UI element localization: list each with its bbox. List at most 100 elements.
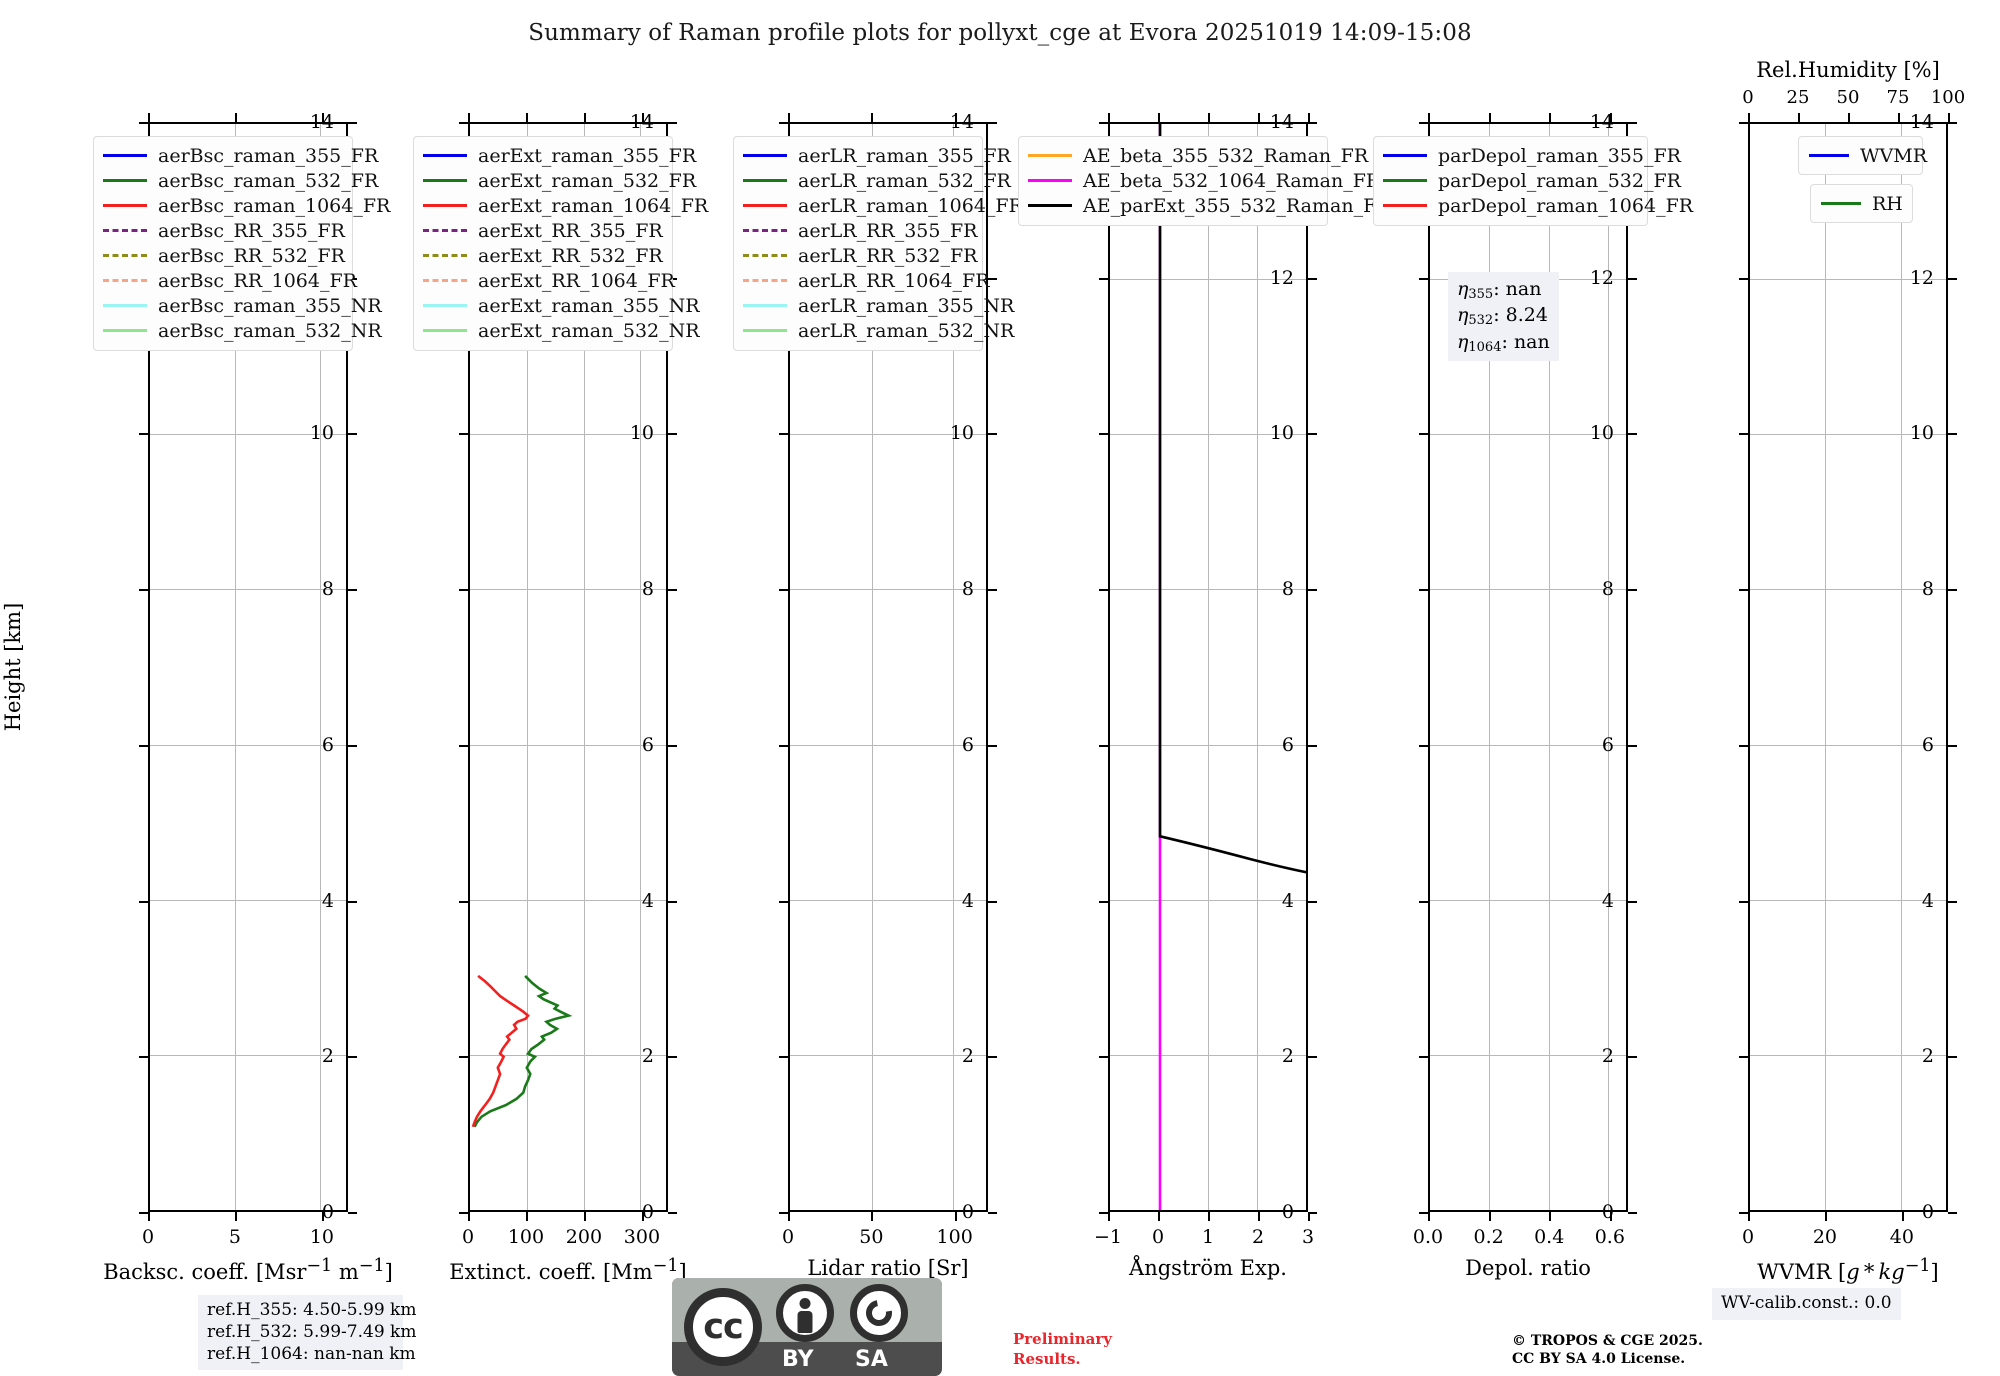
panel-extinction: 0 2 4 6 8 10 12 14 0 100 200 300 Extinct… [413,111,708,1284]
eta-value: nan [1505,278,1542,300]
legend-swatch-line [1821,202,1861,205]
ytick-2: 2 [1281,1045,1294,1068]
legend-swatch-line [103,229,147,232]
ytick-0: 0 [321,1201,334,1223]
legend-swatch-line [423,179,467,182]
legend-label: aerLR_raman_355_FR [798,144,1011,167]
eta-subscript: 355 [1468,286,1494,302]
legend-extinction[interactable]: aerExt_raman_355_FR aerExt_raman_532_FR … [413,136,708,351]
ytick-6: 6 [961,733,974,756]
legend-item: aerBsc_RR_355_FR [103,218,345,243]
legend-label: aerExt_raman_355_FR [478,144,697,167]
angstrom-curves [1158,124,1306,1210]
copyright-line-2: CC BY SA 4.0 License. [1512,1351,1686,1368]
legend-swatch-line [103,279,147,282]
legend-label: aerBsc_raman_355_FR [158,144,379,167]
panel-depolarization: 0 2 4 6 8 10 12 14 0.0 0.2 0.4 0.6 Depol… [1373,111,1693,1280]
eta-subscript: 1064 [1468,339,1502,355]
ytick-10: 10 [1589,422,1614,445]
ytick-10: 10 [1269,422,1294,445]
legend-rh[interactable]: RH [1810,184,1913,223]
legend-item: aerBsc_raman_1064_FR [103,193,390,218]
ytick-12: 12 [1269,266,1294,289]
ytick-6: 6 [1921,733,1934,756]
ytick-14: 14 [629,111,654,133]
legend-label: AE_parExt_355_532_Raman_FR [1083,194,1391,217]
legend-label: aerExt_raman_1064_FR [478,194,709,217]
legend-item: parDepol_raman_355_FR [1383,143,1681,168]
xtick-wv-40: 40 [1889,1226,1914,1248]
legend-backscatter[interactable]: aerBsc_raman_355_FR aerBsc_raman_532_FR … [93,136,390,351]
legend-item: AE_beta_532_1064_Raman_FR [1028,168,1380,193]
legend-label: aerBsc_RR_355_FR [158,219,345,242]
ytick-12: 12 [1589,266,1614,289]
legend-label: WVMR [1860,144,1928,167]
legend-item: aerBsc_raman_355_NR [103,293,382,318]
xtick-rh-0: 0 [1742,87,1754,108]
ytick-14: 14 [309,111,334,133]
eta-value: nan [1513,330,1550,353]
legend-item: aerExt_RR_532_FR [423,243,663,268]
legend-swatch-line [103,304,147,307]
xtick-ext-100: 100 [507,1226,545,1248]
xtick-ext-0: 0 [461,1226,475,1248]
xtick-wv-0: 0 [1741,1226,1755,1248]
legend-item: aerLR_raman_532_NR [743,318,1014,343]
legend-item: aerExt_raman_532_FR [423,168,696,193]
x-axis-title-backscatter: Backsc. coeff. [Msr−1 m−1] [103,1256,393,1284]
legend-swatch-line [743,304,787,307]
legend-item: RH [1821,191,1903,216]
ytick-4: 4 [321,889,334,912]
legend-item: aerLR_raman_1064_FR [743,193,1023,218]
ytick-14: 14 [949,111,974,133]
legend-swatch-line [423,229,467,232]
ytick-6: 6 [1601,733,1614,756]
legend-depolarization[interactable]: parDepol_raman_355_FR parDepol_raman_532… [1373,136,1693,226]
legend-item: aerExt_RR_1064_FR [423,268,675,293]
legend-swatch-line [1809,154,1849,157]
legend-label: parDepol_raman_1064_FR [1438,194,1694,217]
legend-item: aerLR_raman_532_FR [743,168,1011,193]
legend-label: aerExt_RR_355_FR [478,219,663,242]
legend-label: aerLR_RR_355_FR [798,219,978,242]
ytick-4: 4 [1601,889,1614,912]
xtick-lr-0: 0 [781,1226,795,1248]
legend-item: aerLR_RR_1064_FR [743,268,990,293]
xtick-wv-20: 20 [1812,1226,1837,1248]
curve-aerExt-raman-1064-FR [471,974,530,1128]
legend-label: parDepol_raman_355_FR [1438,144,1681,167]
xtick-ae-2: 2 [1251,1226,1265,1248]
eta-symbol: η [1457,330,1469,353]
legend-angstrom[interactable]: AE_beta_355_532_Raman_FR AE_beta_532_106… [1018,136,1391,226]
legend-label: aerLR_raman_355_NR [798,294,1015,317]
legend-label: AE_beta_532_1064_Raman_FR [1083,169,1381,192]
legend-wvmr[interactable]: WVMR [1798,136,1927,175]
x-axis-title-wvmr: WVMR [g * kg−1] [1757,1256,1939,1284]
legend-item: aerLR_raman_355_NR [743,293,1014,318]
xtick-dp-04: 0.4 [1534,1226,1565,1248]
cc-license-badge[interactable]: cc BY SA [672,1278,942,1376]
ytick-10: 10 [949,422,974,445]
panel-angstrom: 0 2 4 6 8 10 12 14 −1 0 1 2 3 Ångström E… [1018,111,1391,1280]
ytick-8: 8 [961,578,974,601]
legend-swatch-line [103,329,147,332]
legend-lidar-ratio[interactable]: aerLR_raman_355_FR aerLR_raman_532_FR ae… [733,136,1023,351]
xtick-dp-06: 0.6 [1594,1226,1625,1248]
preliminary-line-1: Preliminary [1013,1330,1112,1348]
legend-item: AE_parExt_355_532_Raman_FR [1028,193,1391,218]
legend-item: aerLR_raman_355_FR [743,143,1011,168]
xtick-ae-0: 0 [1151,1226,1165,1248]
share-alike-icon [850,1284,908,1342]
legend-label: aerExt_raman_355_NR [478,294,700,317]
ytick-6: 6 [641,733,654,756]
ytick-0: 0 [961,1201,974,1223]
xtick-ext-300: 300 [623,1226,661,1248]
x-axis-title-lidar-ratio: Lidar ratio [Sr] [807,1256,969,1280]
panel-backscatter: 0 2 4 6 8 10 12 14 Height [km] 0 5 10 Ba… [1,111,393,1284]
legend-swatch-line [1028,179,1072,182]
xtick-bsc-10: 10 [309,1226,334,1248]
ytick-8: 8 [1601,578,1614,601]
legend-item: aerBsc_RR_1064_FR [103,268,357,293]
xtick-rh-75: 75 [1886,87,1910,108]
